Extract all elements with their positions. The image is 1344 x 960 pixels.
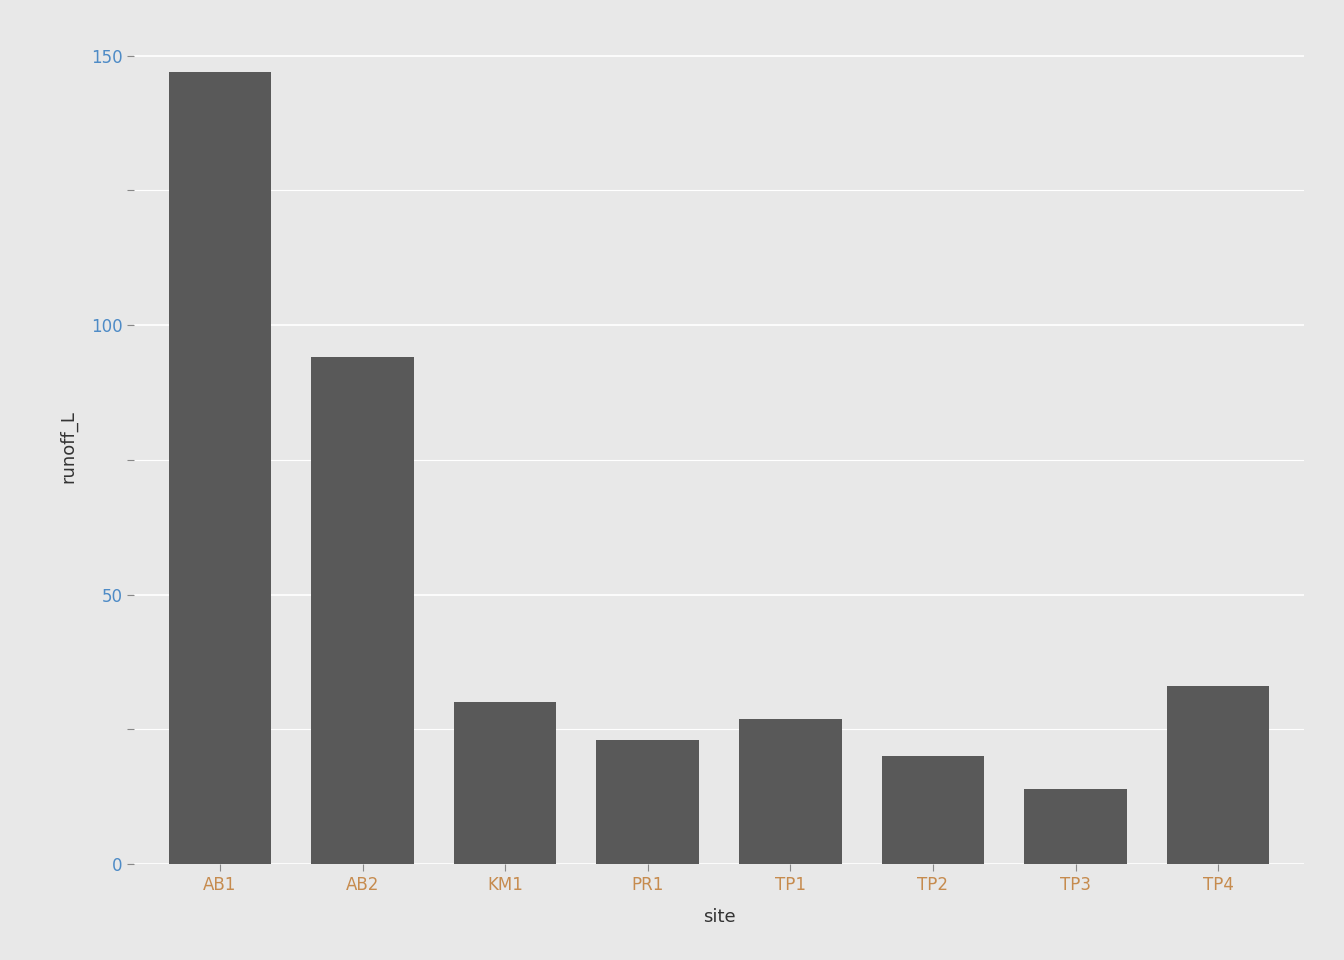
Bar — [1167, 686, 1270, 864]
Bar — [312, 357, 414, 864]
Bar — [597, 740, 699, 864]
Bar — [168, 72, 271, 864]
Bar — [454, 703, 556, 864]
Bar — [1024, 788, 1126, 864]
Bar — [882, 756, 984, 864]
X-axis label: site: site — [703, 908, 735, 925]
Y-axis label: runoff_L: runoff_L — [59, 410, 77, 483]
Bar — [739, 718, 841, 864]
